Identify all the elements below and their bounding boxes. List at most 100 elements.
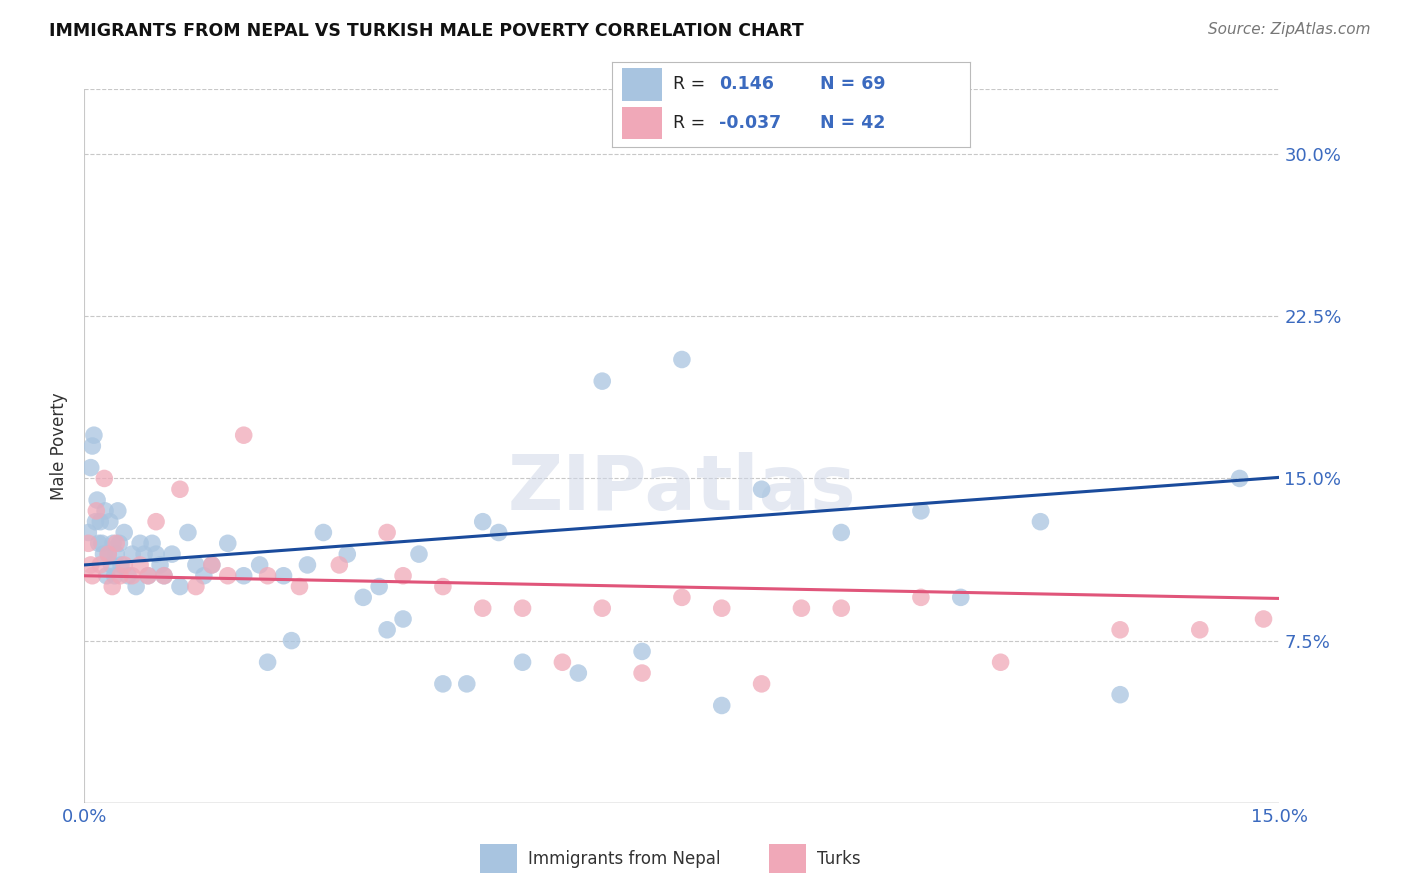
- Point: [217, 536, 239, 550]
- Point: [392, 568, 415, 582]
- Point: [129, 536, 152, 550]
- Point: [751, 677, 773, 691]
- Point: [1109, 688, 1132, 702]
- Text: Source: ZipAtlas.com: Source: ZipAtlas.com: [1208, 22, 1371, 37]
- Point: [93, 471, 115, 485]
- Point: [105, 536, 128, 550]
- Text: Turks: Turks: [817, 849, 860, 868]
- Point: [456, 677, 478, 691]
- Point: [328, 558, 350, 572]
- Point: [136, 568, 159, 582]
- Point: [141, 536, 163, 550]
- Point: [567, 666, 589, 681]
- Point: [96, 568, 118, 582]
- Text: N = 42: N = 42: [820, 113, 884, 132]
- Bar: [769, 844, 806, 873]
- Point: [1109, 623, 1132, 637]
- Point: [89, 515, 111, 529]
- Bar: [623, 69, 662, 101]
- Point: [408, 547, 430, 561]
- Point: [83, 428, 105, 442]
- Point: [336, 547, 359, 561]
- Point: [104, 568, 127, 582]
- Point: [145, 547, 167, 561]
- Text: -0.037: -0.037: [720, 113, 782, 132]
- Point: [830, 525, 852, 540]
- Point: [249, 558, 271, 572]
- Point: [101, 536, 124, 550]
- Point: [87, 536, 110, 550]
- Point: [112, 558, 135, 572]
- Point: [1029, 515, 1052, 529]
- Text: IMMIGRANTS FROM NEPAL VS TURKISH MALE POVERTY CORRELATION CHART: IMMIGRANTS FROM NEPAL VS TURKISH MALE PO…: [49, 22, 804, 40]
- Point: [710, 698, 733, 713]
- Point: [117, 568, 139, 582]
- Point: [98, 515, 121, 529]
- Point: [392, 612, 415, 626]
- Point: [1253, 612, 1275, 626]
- Point: [94, 504, 117, 518]
- Point: [830, 601, 852, 615]
- Point: [100, 558, 122, 572]
- Point: [86, 493, 108, 508]
- Point: [193, 568, 215, 582]
- Point: [352, 591, 374, 605]
- Point: [591, 601, 613, 615]
- Point: [125, 580, 148, 594]
- Point: [129, 558, 152, 572]
- Point: [591, 374, 613, 388]
- Point: [153, 568, 176, 582]
- Y-axis label: Male Poverty: Male Poverty: [51, 392, 69, 500]
- Point: [110, 568, 132, 582]
- Text: R =: R =: [672, 113, 704, 132]
- Text: R =: R =: [672, 76, 704, 94]
- Point: [108, 536, 131, 550]
- Point: [201, 558, 224, 572]
- Point: [86, 504, 108, 518]
- Point: [671, 591, 693, 605]
- Point: [375, 623, 398, 637]
- Point: [80, 460, 103, 475]
- Point: [217, 568, 239, 582]
- Bar: [479, 844, 517, 873]
- Point: [121, 568, 143, 582]
- Point: [107, 504, 129, 518]
- Point: [97, 547, 120, 561]
- Point: [471, 601, 494, 615]
- Point: [790, 601, 813, 615]
- Point: [273, 568, 295, 582]
- Point: [551, 655, 574, 669]
- Point: [631, 666, 654, 681]
- Point: [432, 580, 454, 594]
- Point: [256, 655, 278, 669]
- Point: [288, 580, 311, 594]
- Point: [1229, 471, 1251, 485]
- Point: [153, 568, 176, 582]
- Point: [375, 525, 398, 540]
- Point: [488, 525, 510, 540]
- Point: [97, 547, 120, 561]
- Point: [471, 515, 494, 529]
- Point: [432, 677, 454, 691]
- Point: [910, 504, 932, 518]
- Point: [232, 428, 254, 442]
- Point: [631, 644, 654, 658]
- Point: [84, 515, 107, 529]
- Point: [910, 591, 932, 605]
- Point: [184, 580, 207, 594]
- Point: [990, 655, 1012, 669]
- Point: [112, 525, 135, 540]
- Point: [77, 536, 100, 550]
- Point: [1188, 623, 1211, 637]
- Point: [90, 536, 112, 550]
- Point: [368, 580, 391, 594]
- Point: [145, 515, 167, 529]
- Point: [512, 601, 534, 615]
- Bar: [623, 106, 662, 139]
- Point: [751, 482, 773, 496]
- Text: Immigrants from Nepal: Immigrants from Nepal: [529, 849, 721, 868]
- Text: N = 69: N = 69: [820, 76, 884, 94]
- Point: [297, 558, 319, 572]
- Point: [512, 655, 534, 669]
- Point: [77, 525, 100, 540]
